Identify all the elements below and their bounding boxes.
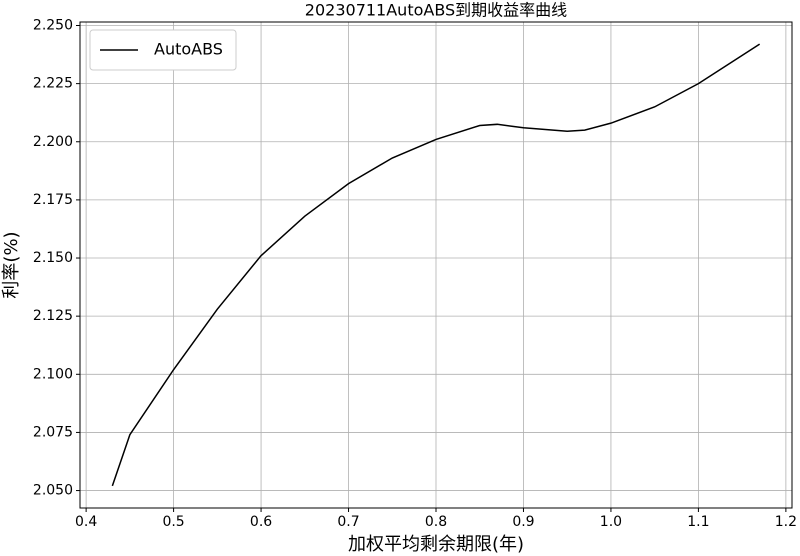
x-tick-label: 1.2 bbox=[775, 514, 797, 530]
y-tick-label: 2.100 bbox=[33, 366, 73, 382]
x-tick-label: 1.1 bbox=[687, 514, 709, 530]
legend-label: AutoABS bbox=[154, 40, 223, 59]
plot-frame bbox=[79, 21, 793, 509]
x-tick-label: 0.5 bbox=[162, 514, 184, 530]
y-tick-label: 2.075 bbox=[33, 424, 73, 440]
y-tick-label: 2.150 bbox=[33, 250, 73, 266]
x-axis-label: 加权平均剩余期限(年) bbox=[348, 534, 524, 555]
y-axis-label: 利率(%) bbox=[1, 231, 22, 298]
x-tick-label: 1.0 bbox=[600, 514, 622, 530]
y-tick-label: 2.225 bbox=[33, 76, 73, 92]
x-tick-label: 0.6 bbox=[250, 514, 272, 530]
x-tick-label: 0.9 bbox=[512, 514, 534, 530]
x-tick-label: 0.7 bbox=[337, 514, 359, 530]
y-tick-label: 2.125 bbox=[33, 308, 73, 324]
y-tick-label: 2.200 bbox=[33, 134, 73, 150]
y-tick-label: 2.050 bbox=[33, 483, 73, 499]
x-tick-label: 0.4 bbox=[75, 514, 97, 530]
line-series bbox=[111, 43, 761, 487]
x-tick-label: 0.8 bbox=[425, 514, 447, 530]
chart-title: 20230711AutoABS到期收益率曲线 bbox=[305, 1, 567, 20]
y-tick-label: 2.175 bbox=[33, 192, 73, 208]
legend-box bbox=[89, 29, 237, 71]
y-tick-label: 2.250 bbox=[33, 17, 73, 33]
